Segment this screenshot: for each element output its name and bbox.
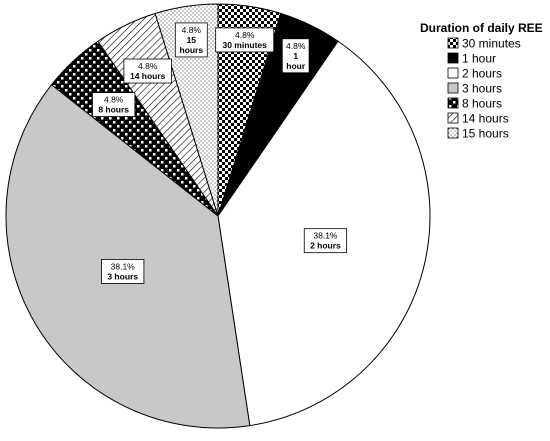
legend-label: 14 hours [462, 112, 509, 126]
legend-swatch [447, 97, 459, 109]
legend-swatch [447, 37, 459, 49]
legend-swatch [447, 82, 459, 94]
slice-label: 4.8%14 hours [123, 58, 172, 84]
slice-label: 4.8%30 minutes [215, 27, 275, 53]
slice-category-label: 15 [187, 35, 197, 45]
legend-label: 8 hours [462, 97, 502, 111]
slice-percent-label: 38.1% [313, 231, 338, 241]
slice-category-label: 3 hours [107, 271, 138, 281]
slice-category-label: hour [286, 61, 306, 71]
slice-percent-label: 4.8% [286, 41, 306, 51]
slice-category-label: 14 hours [130, 71, 166, 81]
slice-category-label: hours [179, 45, 203, 55]
slice-label-box [174, 22, 208, 58]
slice-percent-label: 4.8% [104, 95, 124, 105]
slice-category-label: 30 minutes [222, 40, 267, 50]
legend-swatch [447, 127, 459, 139]
slice-percent-label: 4.8% [138, 61, 158, 71]
legend-swatch [447, 67, 459, 79]
legend-label: 1 hour [462, 52, 496, 66]
legend-label: 3 hours [462, 82, 502, 96]
slice-label-box [281, 38, 310, 74]
slice-label-box [92, 92, 136, 117]
legend-swatch [447, 52, 459, 64]
legend-swatch [447, 112, 459, 124]
legend-title: Duration of daily REE [420, 21, 543, 35]
legend-label: 30 minutes [462, 37, 521, 51]
legend-label: 2 hours [462, 67, 502, 81]
slice-label-box [101, 259, 145, 284]
slice-category-label: 2 hours [310, 241, 341, 251]
slice-category-label: 8 hours [98, 105, 129, 115]
slice-percent-label: 4.8% [182, 25, 202, 35]
slice-label: 38.1%2 hours [303, 228, 348, 254]
pie-slice-3-hours [5, 84, 251, 429]
slice-percent-label: 38.1% [111, 261, 136, 271]
slice-label-box [303, 228, 348, 254]
pie-slices [5, 3, 431, 429]
legend-label: 15 hours [462, 127, 509, 141]
slice-label: 4.8%8 hours [92, 92, 136, 117]
slice-label-box [215, 27, 275, 53]
slice-label-box [123, 58, 172, 84]
slice-label: 38.1%3 hours [101, 259, 145, 284]
slice-percent-label: 4.8% [235, 30, 255, 40]
slice-category-label: 1 [293, 51, 298, 61]
